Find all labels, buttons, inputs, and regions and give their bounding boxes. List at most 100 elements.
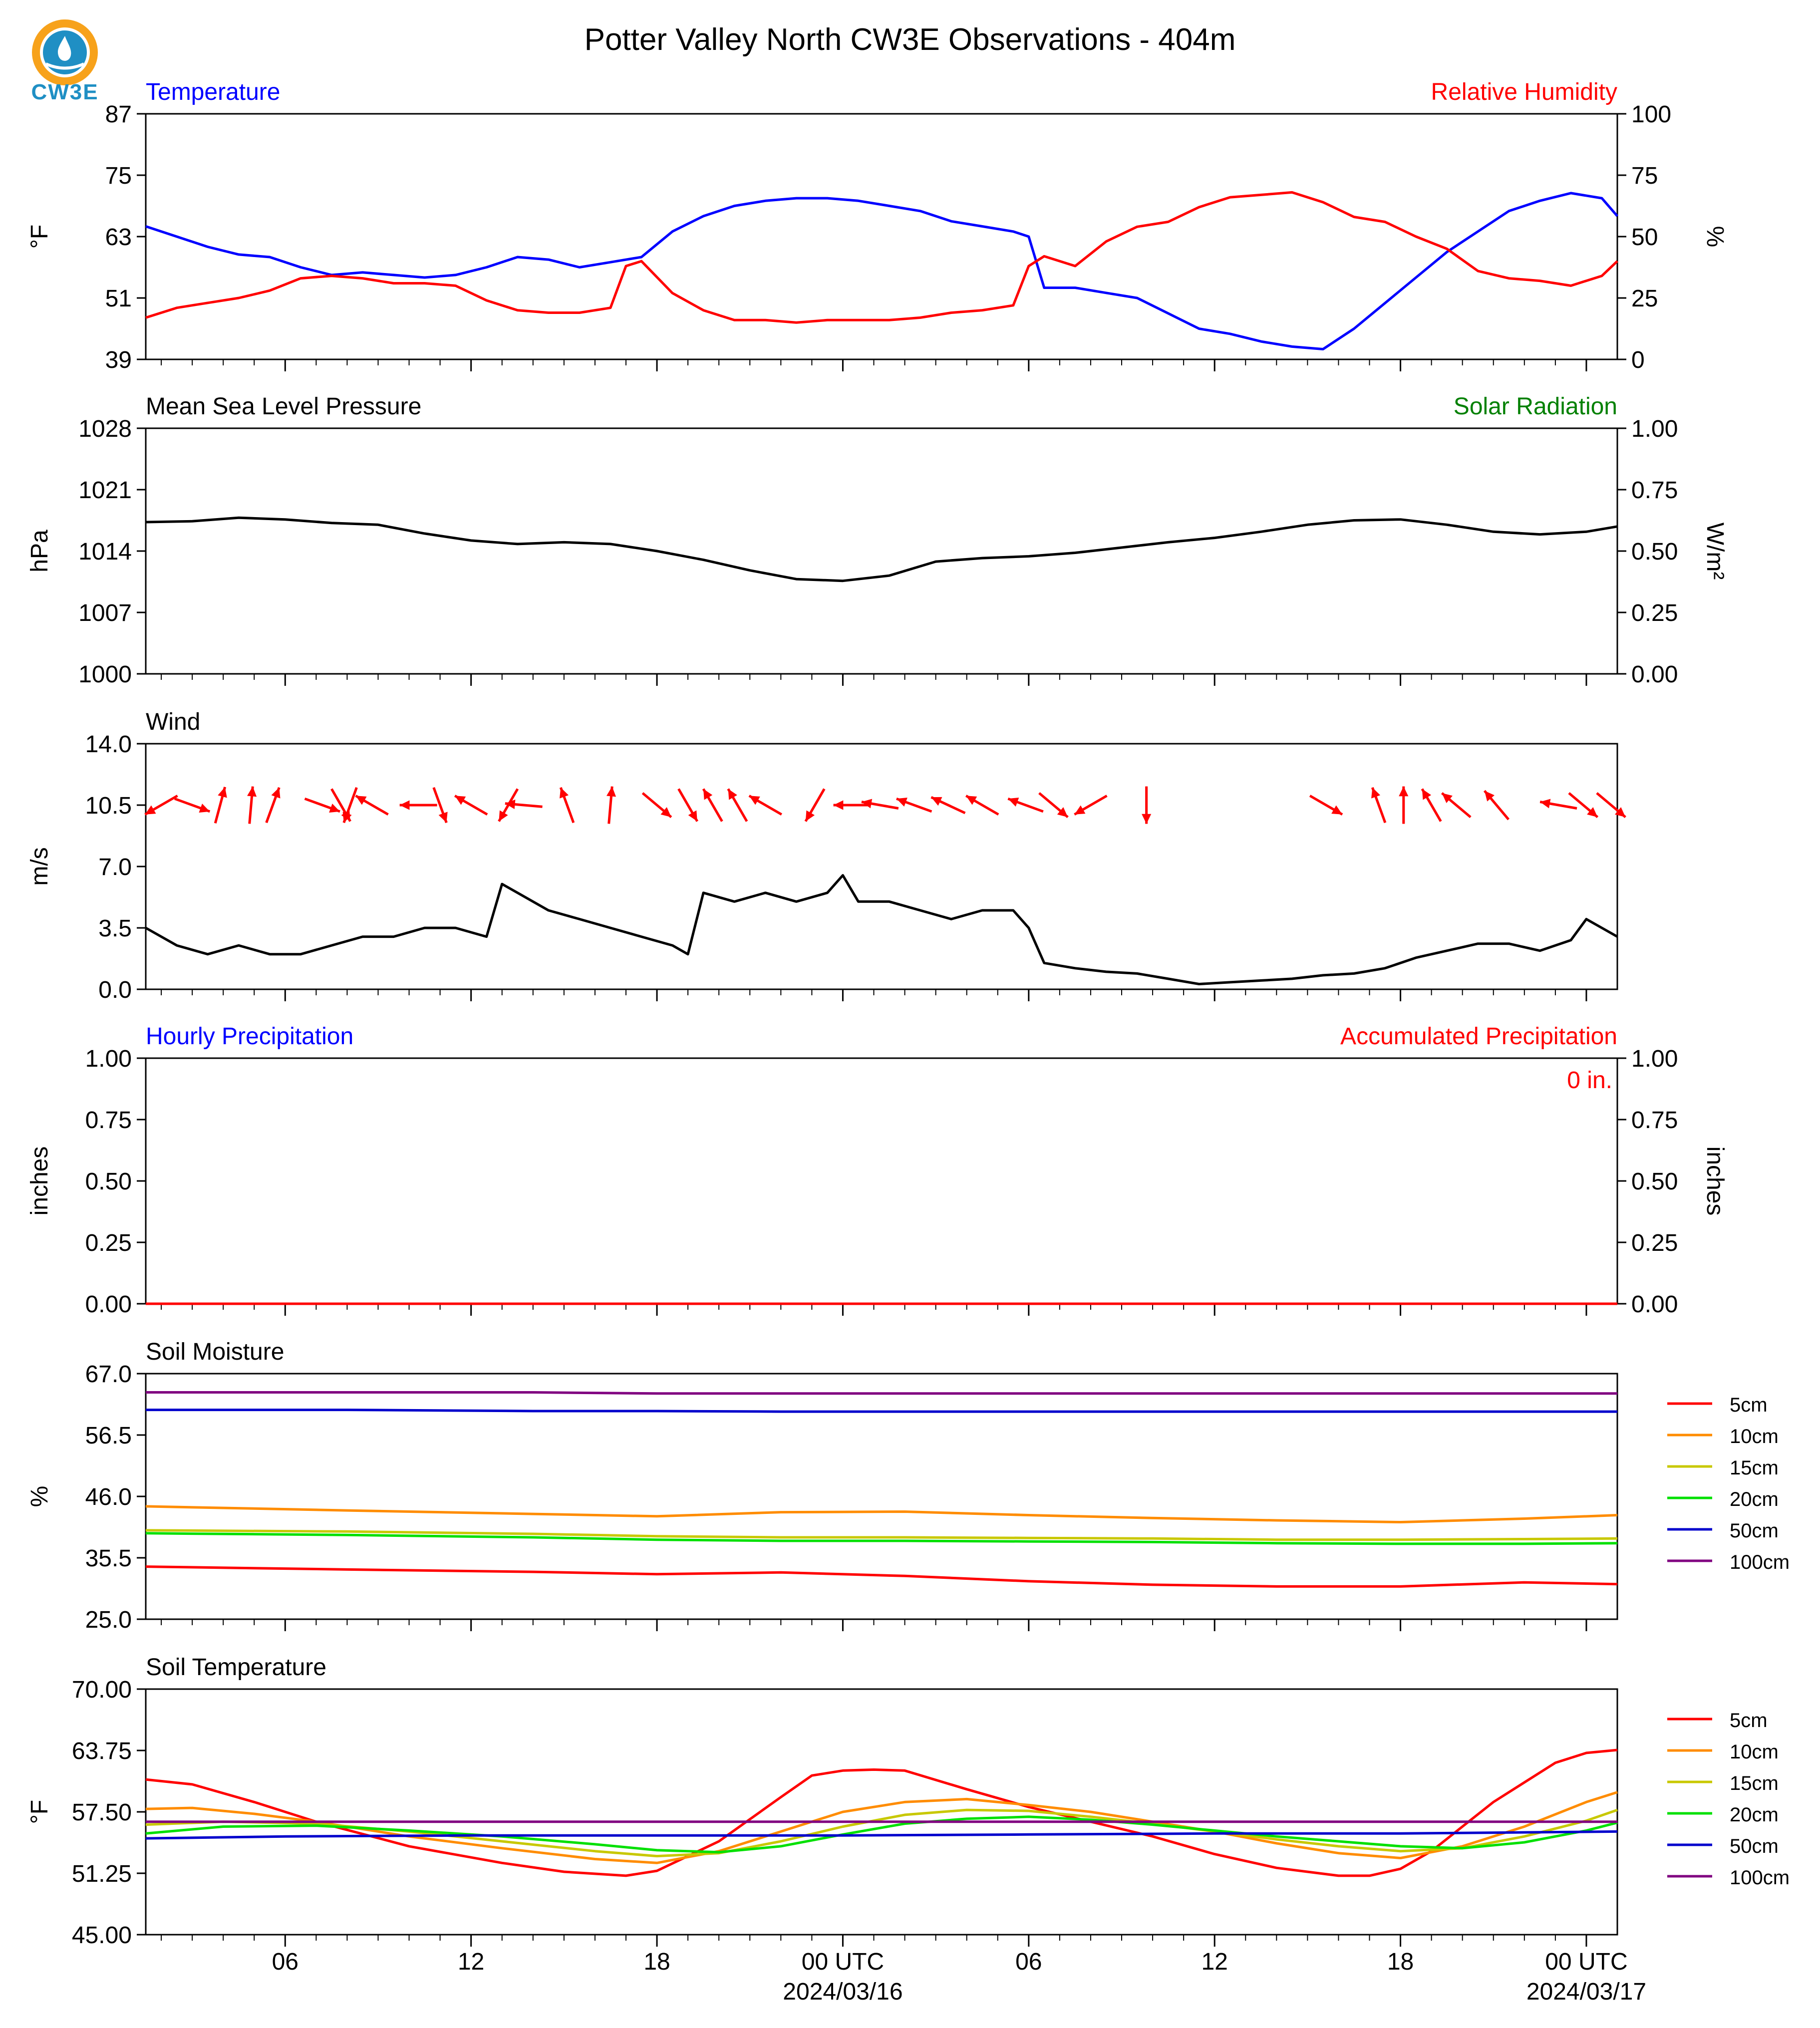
y-tick-label-right: 100: [1631, 101, 1671, 128]
y-tick-label: 0.75: [85, 1107, 132, 1134]
wind-arrow-head: [329, 804, 340, 813]
panel-frame-temperature_humidity: [145, 113, 1618, 360]
y-tick-label-right: 75: [1631, 163, 1658, 189]
y-axis-label: inches: [26, 1147, 53, 1216]
legend-label: 100cm: [1730, 1867, 1790, 1889]
wind-arrow-head: [218, 787, 227, 798]
y-tick-label: 75: [105, 163, 132, 189]
wind-arrow-head: [703, 789, 713, 800]
x-tick-label: 00 UTC: [1545, 1949, 1627, 1975]
y-tick-label-right: 0.50: [1631, 539, 1678, 565]
panel-frame-pressure: [145, 427, 1618, 675]
series-line-soil_temperature-50cm: [145, 1830, 1618, 1840]
panel-right-title-temperature_humidity: Relative Humidity: [1431, 79, 1617, 105]
legend-label: 5cm: [1730, 1394, 1768, 1416]
legend-label: 10cm: [1730, 1741, 1779, 1763]
wind-arrow-head: [688, 810, 697, 822]
wind-arrow-head: [1008, 797, 1019, 807]
y-tick-label-right: 0.75: [1631, 1107, 1678, 1134]
legend-label: 50cm: [1730, 1835, 1779, 1857]
y-axis-label: hPa: [26, 530, 53, 573]
y-tick-label: 1028: [78, 416, 132, 442]
y-tick-label: 10.5: [85, 793, 132, 819]
x-tick-label: 06: [272, 1949, 299, 1975]
y-tick-label-right: 0.25: [1631, 600, 1678, 626]
legend-label: 10cm: [1730, 1426, 1779, 1448]
wind-arrow-head: [749, 796, 760, 805]
y-tick-label-right: 0.50: [1631, 1168, 1678, 1195]
y-tick-label: 63: [105, 224, 132, 251]
series-line-soil_temperature-5cm: [145, 1748, 1618, 1877]
x-tick-label: 12: [458, 1949, 484, 1975]
wind-arrow-head: [505, 799, 516, 809]
wind-arrow-head: [931, 797, 942, 806]
y-tick-label: 14.0: [85, 731, 132, 758]
panel-title-precipitation: Hourly Precipitation: [146, 1023, 353, 1050]
y-tick-label: 1007: [78, 600, 132, 626]
y-axis-label: %: [26, 1486, 53, 1507]
y-axis-label-right: inches: [1702, 1147, 1728, 1216]
legend-label: 20cm: [1730, 1488, 1779, 1510]
y-tick-label: 46.0: [85, 1484, 132, 1510]
y-tick-label: 87: [105, 101, 132, 128]
y-tick-label-right: 0.75: [1631, 477, 1678, 504]
wind-arrow-head: [399, 800, 410, 810]
y-tick-label: 39: [105, 347, 132, 373]
y-tick-label: 0.00: [85, 1291, 132, 1318]
y-tick-label: 56.5: [85, 1423, 132, 1449]
wind-arrow-head: [1074, 805, 1086, 815]
panel-frame-wind: [145, 743, 1618, 990]
panel-right-title-pressure: Solar Radiation: [1454, 393, 1617, 420]
wind-arrow-head: [1399, 786, 1409, 797]
y-tick-label: 1021: [78, 477, 132, 504]
wind-arrow-head: [1484, 791, 1495, 802]
wind-arrow-head: [1614, 807, 1626, 818]
y-tick-label: 7.0: [98, 854, 132, 880]
wind-arrow-head: [355, 796, 367, 805]
wind-arrow-head: [455, 796, 466, 805]
series-line-soil_temperature-10cm: [145, 1791, 1618, 1864]
accumulated-total-label: 0 in.: [1567, 1067, 1612, 1094]
panel-title-pressure: Mean Sea Level Pressure: [146, 393, 421, 420]
wind-arrow-head: [342, 812, 352, 823]
legend-label: 5cm: [1730, 1710, 1768, 1732]
legend-label: 15cm: [1730, 1772, 1779, 1794]
logo-text: CW3E: [31, 80, 99, 104]
x-date-label: 2024/03/16: [783, 1979, 903, 2005]
y-tick-label: 70.00: [72, 1677, 132, 1703]
legend-label: 20cm: [1730, 1804, 1779, 1826]
wind-arrow-head: [1442, 793, 1453, 803]
y-axis-label: °F: [26, 1800, 53, 1824]
x-tick-label: 18: [643, 1949, 670, 1975]
x-tick-label: 18: [1387, 1949, 1414, 1975]
y-tick-label: 25.0: [85, 1607, 132, 1633]
y-tick-label: 51: [105, 286, 132, 312]
y-tick-label-right: 50: [1631, 224, 1658, 251]
wind-arrow-head: [805, 810, 815, 822]
y-tick-label: 63.75: [72, 1738, 132, 1764]
x-tick-label: 12: [1201, 1949, 1227, 1975]
x-tick-label: 06: [1015, 1949, 1042, 1975]
panel-frame-soil_temperature: [145, 1688, 1618, 1936]
y-tick-label-right: 25: [1631, 286, 1658, 312]
y-tick-label: 35.5: [85, 1545, 132, 1572]
y-tick-label: 0.50: [85, 1168, 132, 1195]
panel-title-temperature_humidity: Temperature: [146, 79, 280, 105]
series-line-pressure-0: [145, 516, 1618, 582]
wind-arrow-head: [271, 787, 281, 799]
y-tick-label: 1014: [78, 539, 132, 565]
wind-arrow-head: [1587, 807, 1598, 818]
y-tick-label: 45.00: [72, 1922, 132, 1949]
wind-arrow-head: [438, 812, 448, 823]
legend-label: 50cm: [1730, 1520, 1779, 1542]
y-tick-label-right: 0.25: [1631, 1230, 1678, 1256]
y-tick-label: 1.00: [85, 1046, 132, 1072]
panel-frame-precipitation: [145, 1057, 1618, 1305]
y-tick-label: 51.25: [72, 1861, 132, 1887]
y-axis-label: °F: [26, 225, 53, 249]
y-tick-label-right: 0.00: [1631, 661, 1678, 688]
y-tick-label: 67.0: [85, 1361, 132, 1388]
x-tick-label: 00 UTC: [802, 1949, 884, 1975]
wind-arrow-head: [1142, 814, 1152, 824]
